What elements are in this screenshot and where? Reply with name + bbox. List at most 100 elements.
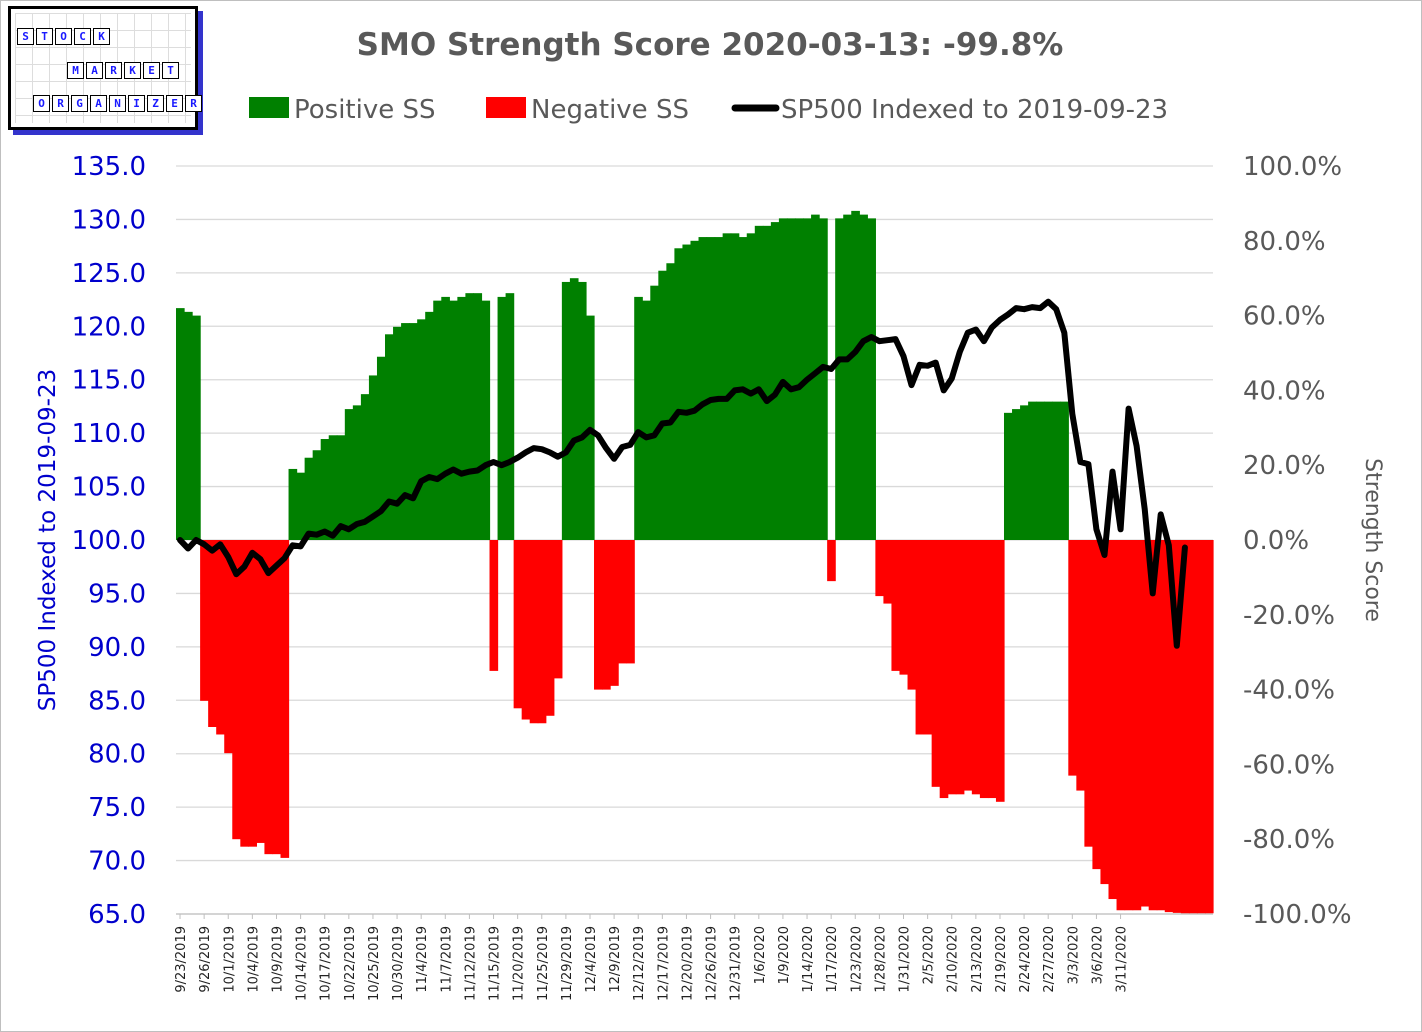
right-axis-ticks: 100.0% 80.0% 60.0% 40.0% 20.0% 0.0% -20.0% -40.…: [1243, 152, 1352, 930]
negative-ss-bar: [232, 540, 241, 840]
positive-ss-bar: [401, 323, 410, 540]
x-tick-label: 1/28/2020: [873, 926, 888, 993]
positive-ss-bar: [682, 244, 692, 541]
left-tick-label: 105.0: [72, 473, 146, 503]
x-tick-label: 10/9/2019: [271, 926, 286, 993]
positive-ss-bar: [1028, 401, 1037, 540]
x-tick-label: 1/6/2020: [753, 926, 768, 984]
positive-ss-bar: [296, 472, 306, 540]
x-tick-label: 10/14/2019: [295, 926, 310, 1001]
logo-letter: S: [17, 28, 34, 45]
negative-ss-bar: [1068, 540, 1077, 776]
negative-ss-bar: [1092, 540, 1102, 870]
positive-ss-bar: [481, 300, 491, 540]
negative-ss-bar: [1084, 540, 1094, 847]
positive-ss-bar: [867, 218, 876, 541]
logo-letter: O: [55, 28, 72, 45]
negative-ss-bar: [979, 540, 989, 799]
positive-ss-bar: [352, 405, 362, 540]
legend-swatch-positive: [249, 97, 289, 118]
logo-letter: R: [185, 95, 202, 112]
positive-ss-bar: [1044, 401, 1053, 540]
negative-ss-bar: [995, 540, 1005, 802]
negative-ss-bar: [594, 540, 603, 690]
positive-ss-bar: [859, 214, 868, 540]
right-tick-label: -20.0%: [1243, 601, 1335, 631]
positive-ss-bar: [192, 315, 201, 540]
negative-ss-bar: [280, 540, 290, 858]
negative-ss-bar: [618, 540, 627, 664]
positive-ss-bar: [409, 323, 418, 540]
negative-ss-bar: [1188, 540, 1198, 914]
negative-ss-bar: [963, 540, 973, 791]
x-tick-label: 11/15/2019: [488, 926, 503, 1001]
positive-ss-bar: [642, 300, 651, 540]
negative-ss-bar: [264, 540, 274, 855]
negative-ss-bar: [1148, 540, 1158, 911]
x-axis-ticks: 9/23/2019 9/26/2019 10/1/2019 10/4/2019 10/9…: [174, 914, 1130, 1001]
right-axis-title: Strength Score: [1360, 458, 1385, 622]
negative-ss-bar: [1124, 540, 1134, 911]
left-tick-label: 135.0: [72, 152, 146, 182]
negative-ss-bar: [987, 540, 997, 799]
left-tick-label: 80.0: [88, 740, 146, 770]
negative-ss-bar: [1076, 540, 1085, 791]
negative-ss-bar: [256, 540, 266, 843]
legend-label-sp500: SP500 Indexed to 2019-09-23: [781, 95, 1168, 125]
negative-ss-bar: [1116, 540, 1126, 911]
negative-ss-bar: [553, 540, 563, 679]
logo-letter: E: [143, 62, 160, 79]
positive-ss-bar: [851, 210, 860, 540]
positive-ss-bar: [569, 278, 579, 540]
x-tick-label: 11/29/2019: [560, 926, 575, 1001]
negative-ss-bar: [610, 540, 619, 686]
negative-ss-bar: [891, 540, 901, 671]
positive-ss-bar: [650, 285, 659, 540]
positive-ss-bar: [441, 296, 450, 540]
positive-ss-bar: [393, 326, 402, 540]
chart-title: SMO Strength Score 2020-03-13: -99.8%: [357, 27, 1064, 63]
logo-letter: R: [52, 95, 69, 112]
positive-ss-bar: [336, 435, 346, 540]
positive-ss-bar: [843, 214, 852, 540]
negative-ss-bar: [216, 540, 225, 735]
x-tick-label: 10/22/2019: [343, 926, 358, 1001]
right-tick-label: 0.0%: [1243, 526, 1309, 556]
positive-ss-bar: [1036, 401, 1045, 540]
legend-swatch-negative: [486, 97, 526, 118]
positive-ss-bar: [561, 281, 571, 540]
right-tick-label: -40.0%: [1243, 676, 1335, 706]
left-axis-ticks: 135.0 130.0 125.0 120.0 115.0 110.0 105.0 100.0…: [72, 152, 146, 930]
x-tick-label: 1/17/2020: [825, 926, 840, 993]
positive-ss-bar: [1052, 401, 1061, 540]
negative-ss-bar: [1164, 540, 1174, 913]
positive-ss-bar: [505, 293, 515, 540]
negative-ss-bar: [1180, 540, 1190, 914]
positive-ss-bar: [457, 296, 466, 540]
positive-ss-bar: [835, 218, 844, 541]
negative-ss-bar: [1140, 540, 1150, 907]
left-tick-label: 90.0: [88, 633, 146, 663]
positive-ss-bar: [658, 270, 667, 540]
positive-ss-bar: [754, 225, 764, 540]
logo-letter: A: [90, 95, 107, 112]
right-tick-label: 60.0%: [1243, 302, 1326, 332]
negative-ss-bar: [521, 540, 531, 720]
logo-letter: Z: [147, 95, 164, 112]
negative-ss-bar: [200, 540, 209, 701]
x-tick-label: 10/30/2019: [391, 926, 406, 1001]
negative-ss-bar: [1196, 540, 1206, 914]
negative-ss-bar: [545, 540, 555, 716]
positive-ss-bar: [706, 237, 716, 540]
positive-ss-bar: [666, 263, 676, 540]
positive-ss-bar: [425, 311, 434, 540]
positive-ss-bar: [811, 214, 820, 540]
logo-letter: R: [105, 62, 122, 79]
x-tick-label: 11/12/2019: [463, 926, 478, 1001]
negative-ss-bar: [1132, 540, 1142, 911]
left-axis-title: SP500 Indexed to 2019-09-23: [35, 369, 61, 711]
logo-letter: T: [162, 62, 179, 79]
left-tick-label: 110.0: [72, 419, 146, 449]
